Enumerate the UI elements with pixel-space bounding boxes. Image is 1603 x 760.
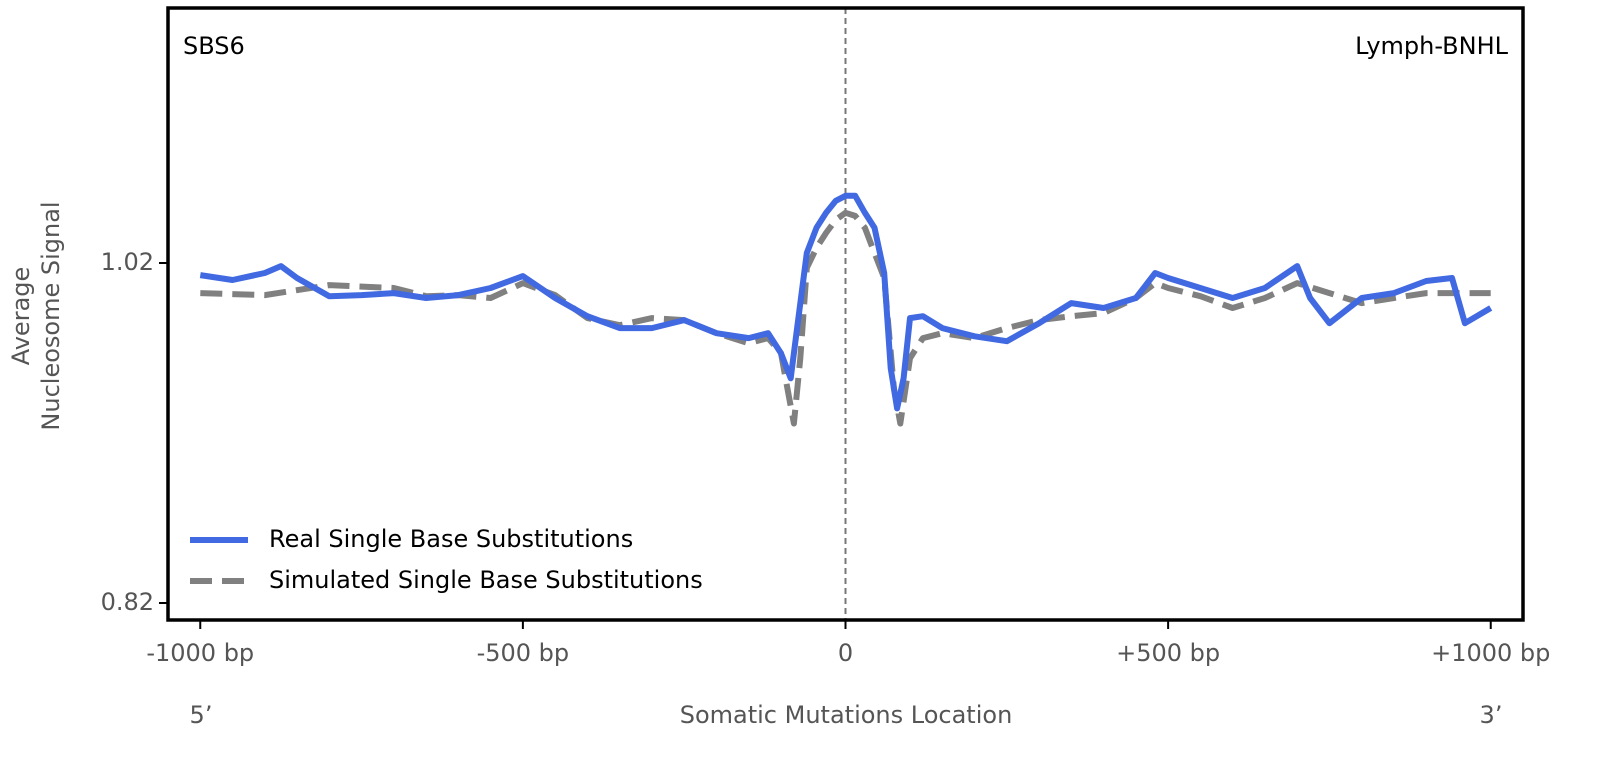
- chart-subtitle: Lymph-BNHL: [1355, 32, 1508, 60]
- x-tick-label: -1000 bp: [146, 639, 254, 667]
- y-tick-label: 0.82: [101, 588, 154, 616]
- x-axis-label: Somatic Mutations Location: [680, 701, 1013, 729]
- series-line: [199, 192, 1493, 412]
- x-tick-label: -500 bp: [477, 639, 570, 667]
- annotation: 3’: [1480, 701, 1503, 729]
- x-tick-label: +1000 bp: [1431, 639, 1550, 667]
- y-axis-label: Average: [7, 267, 35, 366]
- y-axis-label-group: Average Nucleosome Signal: [7, 201, 65, 430]
- annotation: 5’: [190, 701, 213, 729]
- x-tick-label: +500 bp: [1116, 639, 1220, 667]
- legend-label: Simulated Single Base Substitutions: [269, 566, 703, 594]
- chart-title: SBS6: [183, 32, 245, 60]
- plot-frame: [166, 6, 1525, 622]
- y-axis-label: Nucleosome Signal: [37, 201, 65, 430]
- y-tick-label: 1.02: [101, 248, 154, 276]
- legend-label: Real Single Base Substitutions: [269, 525, 633, 553]
- x-tick-label: 0: [838, 639, 853, 667]
